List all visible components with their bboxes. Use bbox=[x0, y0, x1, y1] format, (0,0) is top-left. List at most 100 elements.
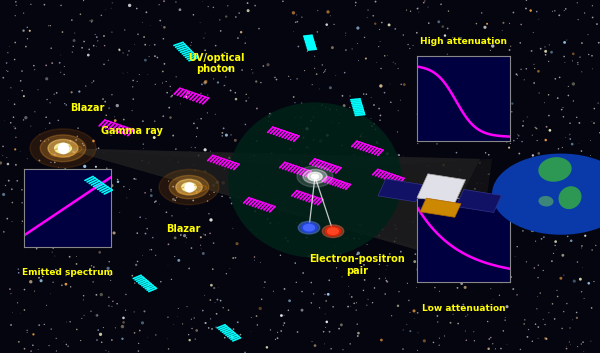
Point bbox=[36, 138, 46, 144]
Point bbox=[369, 121, 379, 127]
Point bbox=[353, 169, 363, 175]
Point bbox=[20, 287, 29, 292]
Circle shape bbox=[492, 154, 600, 235]
Point bbox=[440, 333, 449, 339]
Point bbox=[428, 76, 438, 82]
Point bbox=[338, 347, 348, 353]
Point bbox=[73, 133, 82, 139]
Point bbox=[533, 275, 543, 280]
Point bbox=[186, 42, 196, 48]
Circle shape bbox=[30, 129, 96, 168]
Point bbox=[322, 298, 331, 304]
Point bbox=[372, 197, 382, 202]
Point bbox=[296, 158, 306, 164]
Point bbox=[220, 50, 230, 55]
Point bbox=[158, 36, 168, 42]
Point bbox=[472, 21, 481, 26]
Point bbox=[16, 148, 25, 154]
Point bbox=[99, 150, 109, 156]
Point bbox=[347, 294, 356, 300]
Point bbox=[419, 94, 428, 99]
Point bbox=[554, 12, 564, 18]
Point bbox=[408, 43, 418, 48]
Point bbox=[176, 232, 185, 238]
Point bbox=[349, 235, 359, 241]
Point bbox=[433, 319, 443, 325]
Point bbox=[518, 228, 528, 234]
Point bbox=[88, 228, 97, 234]
Point bbox=[419, 0, 428, 6]
Point bbox=[26, 1, 35, 7]
Point bbox=[40, 322, 49, 327]
Point bbox=[445, 179, 455, 185]
Point bbox=[19, 117, 28, 123]
Point bbox=[169, 133, 178, 138]
Point bbox=[390, 222, 400, 228]
Point bbox=[555, 74, 565, 80]
Point bbox=[557, 145, 567, 150]
Point bbox=[307, 280, 316, 285]
Point bbox=[323, 253, 332, 259]
Point bbox=[46, 46, 56, 51]
Point bbox=[569, 81, 578, 87]
Point bbox=[385, 81, 395, 87]
Point bbox=[233, 319, 242, 325]
Point bbox=[209, 285, 219, 291]
Point bbox=[539, 234, 548, 240]
Point bbox=[529, 30, 538, 35]
Point bbox=[21, 115, 31, 120]
Point bbox=[50, 160, 59, 165]
Point bbox=[390, 239, 400, 244]
Point bbox=[87, 18, 97, 24]
Point bbox=[0, 229, 8, 235]
Point bbox=[61, 102, 71, 108]
Point bbox=[479, 89, 489, 95]
Point bbox=[160, 61, 169, 67]
Point bbox=[286, 146, 295, 152]
Point bbox=[10, 13, 20, 18]
Point bbox=[577, 341, 586, 347]
Point bbox=[169, 322, 179, 328]
Point bbox=[280, 320, 289, 326]
Point bbox=[46, 326, 56, 332]
Point bbox=[335, 225, 344, 231]
Circle shape bbox=[298, 221, 320, 234]
Point bbox=[319, 253, 329, 259]
Point bbox=[127, 108, 137, 113]
Point bbox=[480, 62, 490, 67]
Point bbox=[6, 322, 16, 328]
Point bbox=[458, 302, 468, 307]
Point bbox=[335, 112, 344, 117]
Point bbox=[320, 68, 329, 74]
Point bbox=[72, 327, 82, 332]
Point bbox=[199, 231, 208, 237]
Point bbox=[210, 300, 220, 306]
Point bbox=[526, 169, 535, 175]
Point bbox=[36, 278, 46, 283]
Point bbox=[199, 251, 208, 256]
Point bbox=[352, 321, 362, 327]
Bar bbox=[420, 198, 461, 217]
Point bbox=[430, 285, 440, 291]
Circle shape bbox=[325, 227, 341, 236]
Point bbox=[122, 195, 131, 201]
Point bbox=[346, 341, 355, 347]
Point bbox=[115, 210, 125, 215]
Point bbox=[489, 274, 499, 280]
Point bbox=[362, 14, 372, 20]
Point bbox=[533, 167, 542, 173]
Point bbox=[164, 346, 173, 352]
Point bbox=[113, 179, 123, 185]
Point bbox=[203, 110, 212, 116]
Point bbox=[443, 8, 453, 14]
Point bbox=[347, 205, 356, 211]
Point bbox=[29, 331, 38, 337]
Point bbox=[185, 149, 195, 154]
Point bbox=[353, 250, 363, 256]
Point bbox=[515, 347, 525, 352]
Point bbox=[512, 136, 522, 141]
Point bbox=[359, 288, 368, 293]
Point bbox=[311, 164, 320, 170]
Point bbox=[250, 254, 259, 260]
Point bbox=[3, 161, 13, 167]
